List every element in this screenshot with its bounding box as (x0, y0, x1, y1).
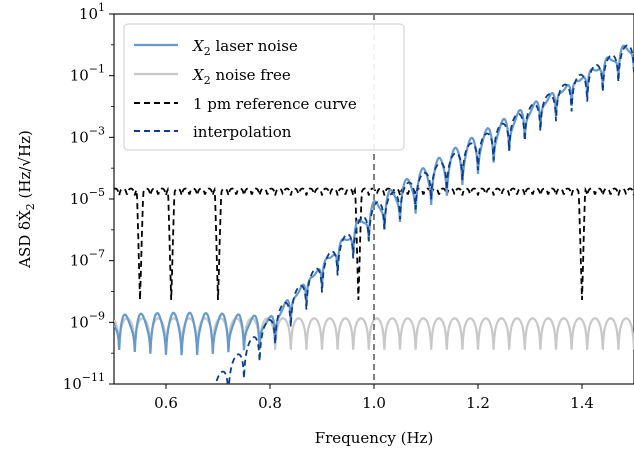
y-tick-label: 10−1 (70, 63, 105, 85)
legend-label-laser-noise: X2 laser noise (192, 37, 298, 58)
x-tick-label: 1.0 (362, 394, 386, 412)
legend-label-noise-free: X2 noise free (192, 66, 291, 87)
y-tick-label: 10−7 (70, 248, 105, 270)
legend: X2 laser noise X2 noise free 1 pm refere… (123, 23, 405, 151)
x-axis-label: Frequency (Hz) (315, 429, 434, 447)
y-tick-label: 10−11 (63, 371, 105, 393)
y-tick-label: 10−9 (70, 309, 105, 331)
series-interpolation-line (214, 44, 634, 384)
y-tick-label: 10−5 (70, 186, 105, 208)
series-laser-noise-line (114, 44, 634, 356)
legend-label-interpolation: interpolation (193, 123, 292, 141)
x-tick-label: 1.2 (466, 394, 490, 412)
plot-area: 0.6 0.8 1.0 1.2 1.4 101 10−1 10−3 10−5 10−7 10−9 10… (63, 1, 634, 412)
axis-ticks: 0.6 0.8 1.0 1.2 1.4 101 10−1 10−3 10−5 10−7 10−9 10… (63, 1, 594, 412)
legend-label-reference-curve: 1 pm reference curve (193, 95, 357, 113)
y-axis-label-prefix: ASD δẊ (16, 210, 34, 269)
x-tick-label: 1.4 (570, 394, 594, 412)
y-tick-label: 10−3 (70, 124, 105, 146)
legend-box (123, 23, 405, 151)
x-tick-label: 0.6 (154, 394, 178, 412)
x-tick-label: 0.8 (258, 394, 282, 412)
y-axis-label: ASD δẊ2 (Hz/√Hz) (16, 130, 37, 269)
y-axis-label-units: (Hz/√Hz) (16, 130, 34, 198)
y-axis-label-sub: 2 (24, 203, 37, 210)
y-tick-label: 101 (79, 1, 105, 23)
